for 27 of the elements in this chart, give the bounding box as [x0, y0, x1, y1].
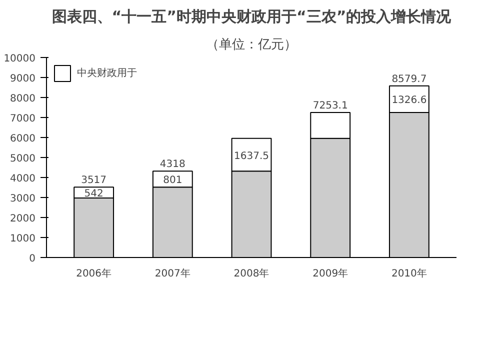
x-tick-label: 2010年: [391, 268, 427, 280]
y-tick-label: 7000: [10, 114, 36, 124]
total-label: 8579.7: [392, 74, 427, 85]
total-label: 3517: [81, 175, 107, 186]
y-tick-label: 3000: [10, 194, 36, 204]
x-tick-label: 2006年: [76, 268, 112, 280]
data-label: 801: [163, 175, 182, 186]
data-label: 542: [84, 188, 104, 200]
y-tick-label: 9000: [10, 74, 36, 84]
y-tick-label: 4000: [10, 174, 36, 184]
y-tick-label: 10000: [4, 54, 36, 64]
x-tick-label: 2009年: [312, 268, 348, 280]
y-tick-label: 8000: [10, 94, 36, 104]
x-tick-label: 2007年: [154, 268, 190, 280]
y-tick-label: 0: [29, 254, 36, 264]
data-label: 1637.5: [234, 150, 270, 162]
chart-title: 图表四、“十一五”时期中央财政用于“三农”的投入增长情况: [52, 8, 452, 26]
y-tick-label: 6000: [10, 134, 36, 144]
chart-subtitle: （单位：亿元）: [206, 38, 297, 52]
data-label: 1326.6: [392, 95, 427, 106]
y-tick-label: 5000: [10, 154, 36, 164]
total-label: 7253.1: [312, 100, 348, 112]
y-tick-label: 1000: [10, 234, 36, 244]
total-label: 4318: [160, 159, 186, 170]
x-tick-label: 2008年: [234, 268, 270, 280]
y-tick-label: 2000: [10, 214, 36, 224]
legend-label: 中央财政用于: [77, 66, 137, 80]
